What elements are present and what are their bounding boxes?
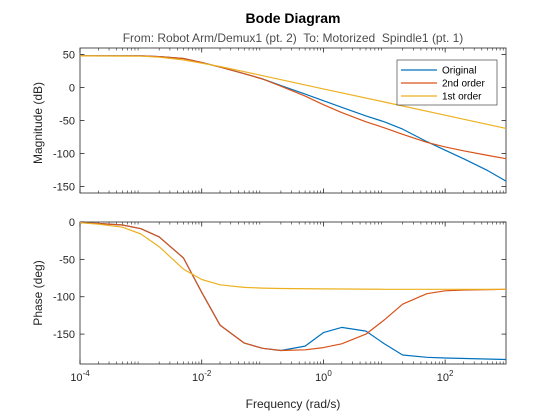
legend-entry-2nd-order: 2nd order	[442, 79, 485, 90]
chart-title: Bode Diagram	[246, 10, 341, 26]
legend-entry-original: Original	[442, 66, 476, 77]
x-tick-label: 100	[315, 369, 332, 384]
magnitude-y-tick-label: -100	[53, 148, 75, 160]
magnitude-y-tick-label: 50	[63, 50, 75, 62]
x-tick-label: 10-2	[192, 369, 212, 384]
legend-entry-1st-order: 1st order	[442, 92, 482, 103]
phase-plot-frame	[79, 221, 507, 365]
magnitude-axis-label: Magnitude (dB)	[31, 82, 45, 164]
magnitude-series-2nd-order	[80, 55, 507, 160]
legend-box	[396, 59, 498, 106]
chart-subtitle: From: Robot Arm/Demux1 (pt. 2) To: Motor…	[123, 31, 464, 45]
x-tick-label: 102	[437, 369, 454, 384]
magnitude-y-tick-label: -50	[59, 116, 75, 128]
phase-y-tick-label: -50	[59, 254, 75, 266]
phase-y-tick-label: 0	[69, 217, 75, 229]
x-axis-label: Frequency (rad/s)	[246, 397, 341, 411]
magnitude-y-tick-label: 0	[69, 83, 75, 95]
phase-series-1st-order	[79, 222, 506, 290]
phase-series-2nd-order	[79, 222, 507, 352]
x-tick-label: 10-4	[70, 369, 90, 384]
magnitude-series-1st-order	[79, 55, 507, 129]
phase-y-tick-label: -150	[53, 329, 75, 341]
magnitude-y-tick-label: -150	[53, 181, 75, 193]
phase-y-tick-label: -100	[53, 292, 75, 304]
phase-axis-label: Phase (deg)	[31, 260, 45, 325]
